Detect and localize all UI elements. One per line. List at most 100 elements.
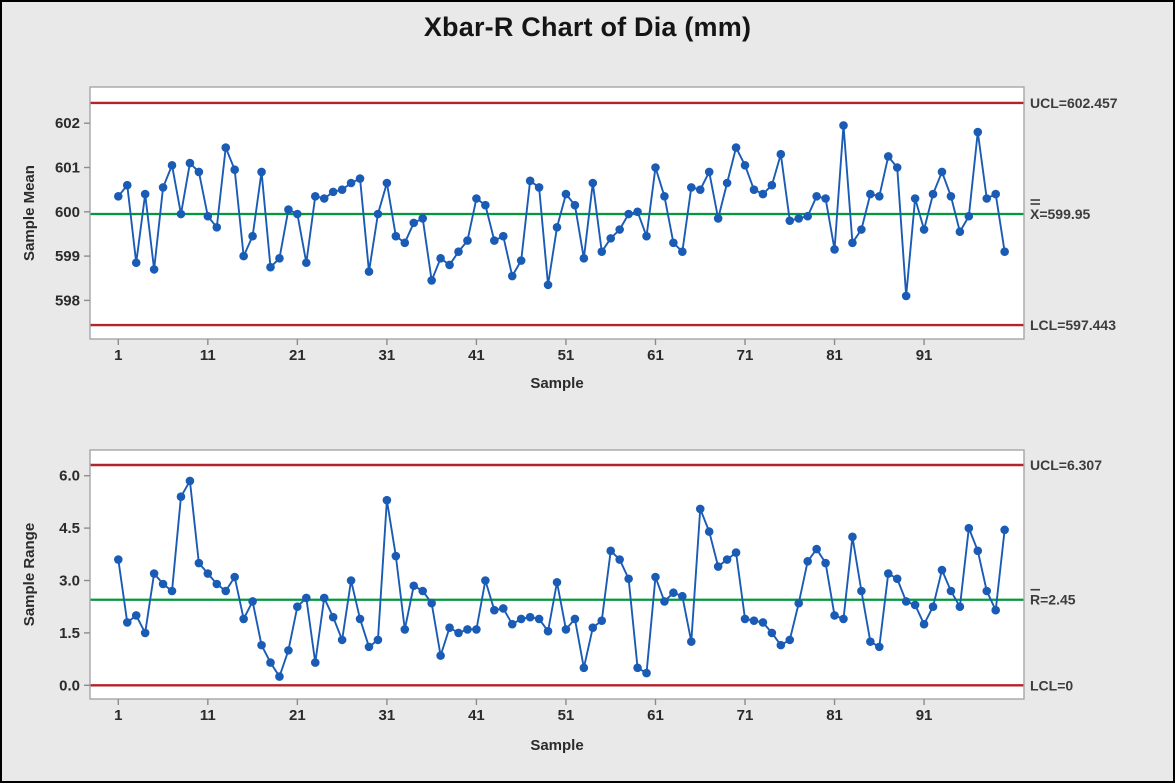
xbar-chart-data-point bbox=[382, 178, 392, 188]
r-chart-data-point bbox=[901, 597, 911, 606]
r-chart-data-point bbox=[516, 614, 526, 624]
xbar-chart-data-point bbox=[991, 189, 1000, 199]
xbar-chart-data-point bbox=[615, 225, 624, 234]
r-chart-ucl-label: UCL=6.307 bbox=[1030, 457, 1102, 473]
r-chart-data-point bbox=[910, 600, 920, 610]
xbar-chart-x-tick-label: 41 bbox=[468, 347, 485, 364]
r-chart-data-point bbox=[328, 612, 338, 622]
xbar-chart-data-point bbox=[472, 194, 481, 203]
r-chart-data-point bbox=[203, 569, 213, 578]
r-chart-data-point bbox=[973, 546, 983, 556]
r-chart-data-point bbox=[427, 598, 436, 608]
r-chart-data-point bbox=[1000, 525, 1009, 535]
xbar-chart-data-point bbox=[212, 223, 222, 232]
xbar-chart-data-point bbox=[552, 223, 562, 232]
r-chart-data-point bbox=[669, 588, 678, 598]
xbar-chart-data-point bbox=[284, 205, 293, 214]
xbar-chart-x-tick-label: 71 bbox=[737, 347, 754, 364]
xbar-chart-data-point bbox=[588, 178, 598, 188]
r-chart-y-tick-label: 4.5 bbox=[59, 520, 80, 537]
xbar-chart-x-tick-label: 81 bbox=[826, 347, 843, 364]
xbar-chart-data-point bbox=[794, 214, 804, 223]
r-chart-data-point bbox=[454, 628, 463, 638]
r-chart-data-point bbox=[552, 577, 562, 587]
xbar-chart-x-tick-label: 61 bbox=[647, 347, 664, 364]
r-chart-data-point bbox=[525, 612, 535, 622]
xbar-chart-data-point bbox=[740, 160, 750, 170]
r-chart-series-line bbox=[117, 480, 1006, 678]
xbar-chart-data-point bbox=[507, 271, 517, 281]
r-chart-data-point bbox=[185, 476, 195, 486]
xbar-chart-data-point bbox=[490, 236, 499, 245]
r-chart-data-point bbox=[749, 616, 759, 625]
r-chart-data-point bbox=[409, 581, 419, 591]
r-chart-data-point bbox=[490, 605, 499, 615]
xbar-chart-data-point bbox=[883, 152, 893, 161]
xbar-chart-x-tick-label: 1 bbox=[114, 347, 122, 364]
xbar-chart-data-point bbox=[463, 236, 472, 245]
xbar-chart-data-point bbox=[302, 258, 311, 268]
r-chart-data-point bbox=[275, 672, 284, 681]
xbar-chart-data-point bbox=[776, 149, 786, 159]
r-chart-data-point bbox=[239, 614, 248, 624]
r-chart-data-point bbox=[955, 602, 965, 612]
r-chart-data-point bbox=[651, 572, 660, 582]
xbar-chart-data-point bbox=[821, 194, 830, 203]
xbar-chart-data-point bbox=[570, 200, 580, 210]
r-chart-data-point bbox=[928, 602, 938, 612]
r-chart-data-point bbox=[991, 605, 1000, 615]
xbar-chart-data-point bbox=[436, 254, 445, 263]
r-chart-data-point bbox=[776, 640, 786, 650]
xbar-chart-data-point bbox=[686, 183, 696, 192]
xbar-chart-data-point bbox=[866, 189, 875, 199]
xbar-chart-data-point bbox=[185, 158, 195, 168]
r-chart-center-label: R=2.45 bbox=[1030, 592, 1076, 608]
r-chart-data-point bbox=[794, 598, 804, 608]
xbar-chart-data-point bbox=[176, 209, 186, 219]
r-chart-data-point bbox=[767, 628, 777, 638]
xbar-chart-series-line bbox=[117, 124, 1006, 297]
xbar-chart-data-point bbox=[355, 174, 365, 183]
r-chart-data-point bbox=[937, 565, 947, 575]
r-chart-data-point bbox=[570, 614, 580, 624]
r-chart-data-point bbox=[310, 658, 320, 667]
r-chart-data-point bbox=[534, 614, 544, 624]
xbar-chart-data-point bbox=[651, 163, 660, 172]
r-chart-data-point bbox=[633, 663, 642, 673]
r-chart-data-point bbox=[445, 623, 454, 632]
r-chart-data-point bbox=[221, 586, 231, 596]
r-chart-data-point bbox=[346, 576, 356, 585]
xbar-chart-plot-frame bbox=[89, 86, 1025, 340]
xbar-chart-data-point bbox=[194, 167, 204, 177]
r-chart-data-point bbox=[588, 623, 598, 632]
r-chart-data-point bbox=[919, 619, 929, 629]
r-chart-data-point bbox=[436, 651, 445, 660]
xbar-chart-data-point bbox=[525, 176, 535, 186]
xbar-chart-data-point bbox=[248, 231, 257, 241]
xbar-chart-data-point bbox=[445, 260, 454, 270]
r-chart-x-tick-label: 81 bbox=[826, 707, 843, 724]
r-chart-data-point bbox=[472, 625, 481, 634]
xbar-chart-data-point bbox=[695, 185, 705, 194]
r-chart-data-point bbox=[615, 555, 624, 564]
r-chart-data-point bbox=[400, 625, 410, 634]
xbar-chart-y-tick-label: 599 bbox=[55, 248, 80, 265]
r-chart-data-point bbox=[597, 616, 607, 625]
r-chart-data-point bbox=[302, 593, 311, 603]
r-chart-x-axis-title: Sample bbox=[530, 737, 583, 754]
xbar-chart-data-point bbox=[122, 180, 132, 190]
xbar-chart-data-point bbox=[114, 191, 123, 201]
r-chart-x-tick-label: 71 bbox=[737, 707, 754, 724]
r-chart-data-point bbox=[848, 532, 857, 542]
r-chart-data-point bbox=[731, 548, 741, 557]
r-chart-plot-frame bbox=[89, 449, 1025, 700]
xbar-chart-data-point bbox=[337, 185, 347, 194]
xbar-chart-x-tick-label: 21 bbox=[289, 347, 306, 364]
xbar-chart-data-point bbox=[579, 254, 589, 263]
xbar-chart-data-point bbox=[955, 227, 965, 237]
r-chart-data-point bbox=[293, 602, 302, 612]
xbar-chart-data-point bbox=[901, 291, 911, 301]
xbar-chart-data-point bbox=[704, 167, 714, 177]
xbar-chart-data-point bbox=[534, 183, 544, 192]
